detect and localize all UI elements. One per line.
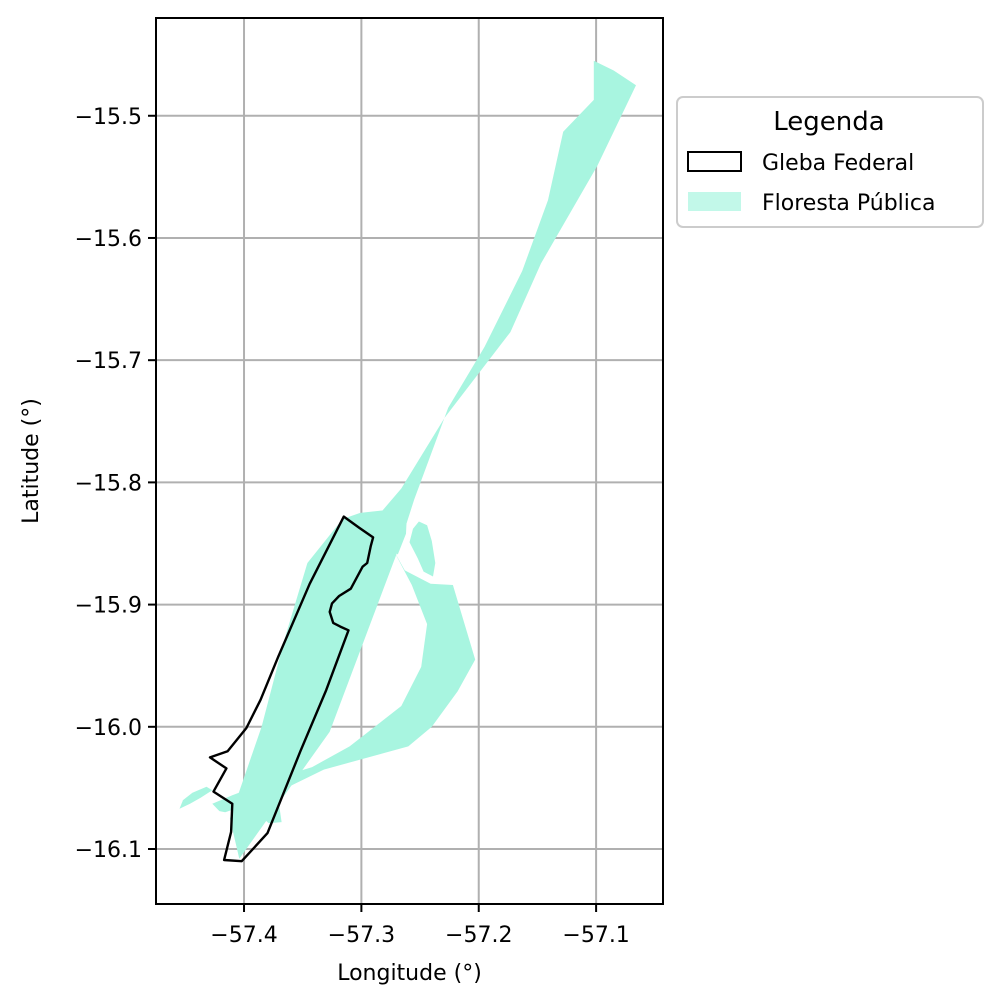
floresta-publica-area — [212, 547, 476, 813]
y-tick-label: −15.7 — [75, 349, 142, 374]
x-tick-label: −57.3 — [328, 923, 395, 948]
y-tick-label: −15.6 — [75, 227, 142, 252]
legend-title: Legenda — [773, 107, 884, 137]
y-tick-label: −16.0 — [75, 716, 142, 741]
legend-swatch-floresta-publica — [688, 192, 741, 211]
legend-swatch-gleba-federal — [687, 151, 742, 172]
floresta-publica-area — [409, 521, 436, 577]
gleba-federal-boundary — [208, 515, 375, 863]
floresta-publica-area — [256, 797, 282, 824]
axis-ticks: −57.4 −57.3 −57.2 −57.1 −15.5 −15.6 −15.7 −15.8… — [75, 105, 630, 948]
x-axis-label: Longitude (°) — [337, 961, 482, 986]
legend-label-gleba-federal: Gleba Federal — [762, 151, 914, 176]
legend-label-floresta-publica: Floresta Pública — [762, 191, 935, 216]
x-tick-label: −57.1 — [562, 923, 629, 948]
legend-frame — [676, 96, 984, 228]
x-tick-label: −57.4 — [210, 923, 277, 948]
legend: Legenda Gleba Federal Floresta Pública — [676, 96, 984, 228]
map-layers — [179, 60, 636, 863]
x-tick-label: −57.2 — [445, 923, 512, 948]
floresta-publica-area — [390, 508, 408, 555]
y-tick-label: −15.5 — [75, 105, 142, 130]
floresta-publica-area — [179, 786, 213, 809]
y-tick-label: −15.8 — [75, 471, 142, 496]
floresta-publica-area — [229, 60, 636, 859]
y-tick-label: −15.9 — [75, 594, 142, 619]
y-tick-label: −16.1 — [75, 838, 142, 863]
y-axis-label: Latitude (°) — [19, 398, 44, 524]
plot-frame — [155, 17, 664, 905]
